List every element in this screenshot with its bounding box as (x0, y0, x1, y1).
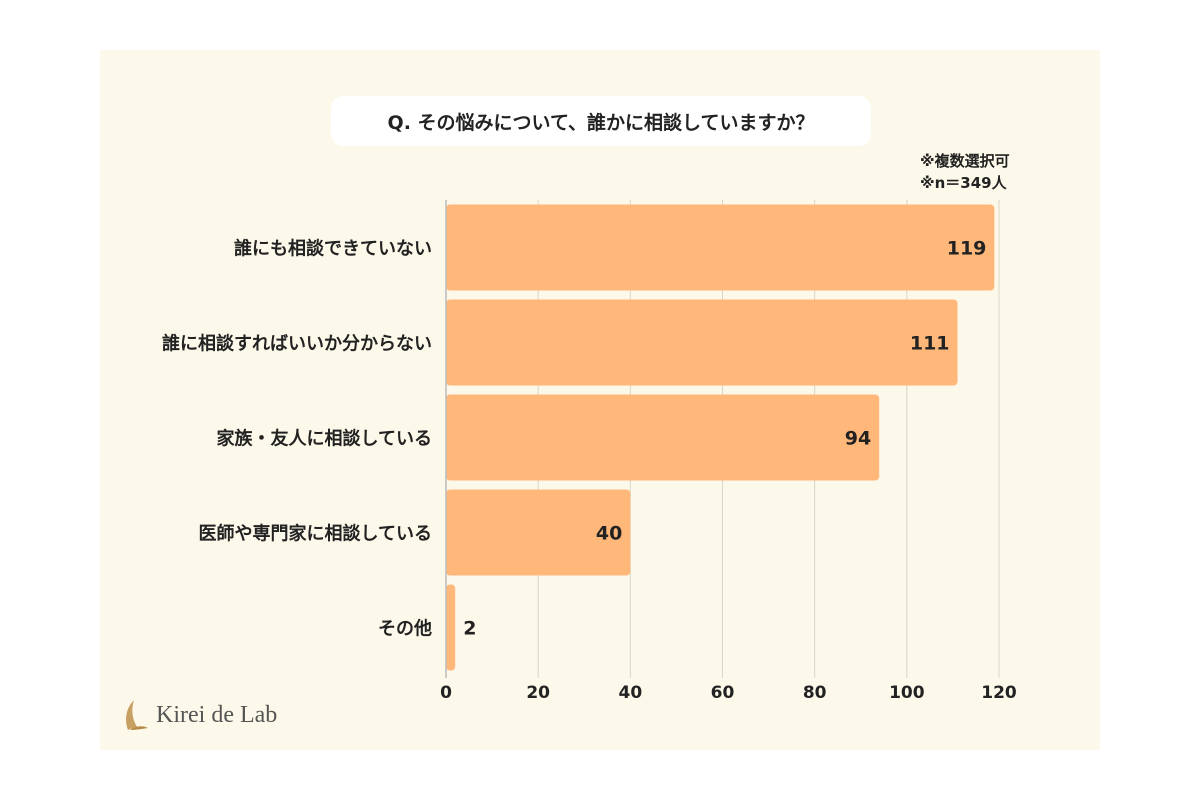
value-label: 94 (845, 428, 871, 450)
bar (446, 204, 995, 291)
x-tick-label: 80 (803, 683, 827, 703)
x-tick-label: 20 (526, 683, 550, 703)
bar-chart: 誰にも相談できていない 119 誰に相談すればいいか分からない 111 家族・友人に相談… (162, 200, 1017, 703)
value-label: 111 (910, 333, 950, 355)
value-label: 119 (947, 238, 987, 260)
category-label: 誰に相談すればいいか分からない (162, 333, 432, 355)
category-label: 医師や専門家に相談している (199, 523, 432, 545)
category-label: その他 (378, 618, 432, 640)
x-tick-label: 120 (981, 683, 1017, 703)
x-tick-label: 60 (711, 683, 735, 703)
bar (446, 584, 456, 671)
note-multiple-choice: ※複数選択可 (920, 152, 1010, 170)
value-label: 2 (463, 618, 476, 640)
bar (446, 299, 958, 386)
category-label: 誰にも相談できていない (234, 238, 432, 260)
category-label: 家族・友人に相談している (217, 428, 432, 450)
bar (446, 489, 631, 576)
note-sample-size: ※n＝349人 (920, 174, 1007, 192)
leaf-icon (126, 700, 148, 730)
brand-logo: Kirei de Lab (120, 698, 277, 732)
x-tick-label: 0 (440, 683, 452, 703)
value-label: 40 (596, 523, 622, 545)
chart-title: Q. その悩みについて、誰かに相談していますか？ (331, 96, 871, 146)
x-tick-label: 100 (889, 683, 925, 703)
x-tick-label: 40 (618, 683, 642, 703)
chart-panel: Q. その悩みについて、誰かに相談していますか？ ※複数選択可 ※n＝349人 … (100, 50, 1100, 750)
brand-name: Kirei de Lab (156, 701, 278, 728)
bar (446, 394, 880, 481)
